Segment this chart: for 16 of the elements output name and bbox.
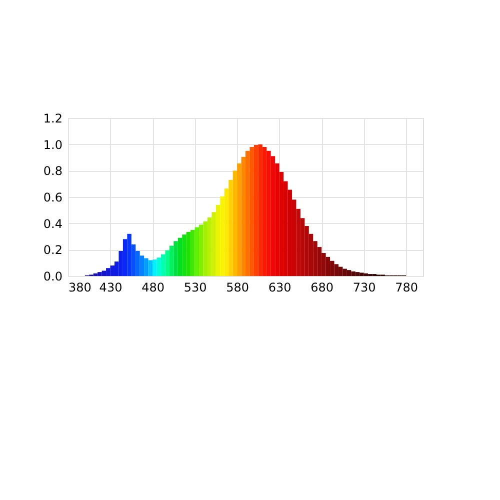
x-tick-label: 730 xyxy=(352,280,376,294)
x-tick-label: 780 xyxy=(395,280,418,294)
x-tick-label: 630 xyxy=(268,280,292,294)
x-tick-label: 480 xyxy=(142,280,164,294)
y-tick-label: 0.8 xyxy=(43,164,62,178)
y-tick-label: 0.2 xyxy=(43,243,62,258)
x-tick-label: 380 xyxy=(68,280,92,294)
y-tick-label: 0.6 xyxy=(43,190,62,204)
x-tick-label: 580 xyxy=(226,280,249,294)
x-tick-label: 680 xyxy=(310,280,334,294)
y-tick-label: 1.2 xyxy=(43,112,62,126)
x-tick-label: 430 xyxy=(99,280,122,294)
y-tick-label: 0.0 xyxy=(43,270,62,284)
y-tick-label: 0.4 xyxy=(43,216,62,231)
x-tick-label: 530 xyxy=(184,280,207,294)
y-tick-label: 1.0 xyxy=(43,138,62,152)
